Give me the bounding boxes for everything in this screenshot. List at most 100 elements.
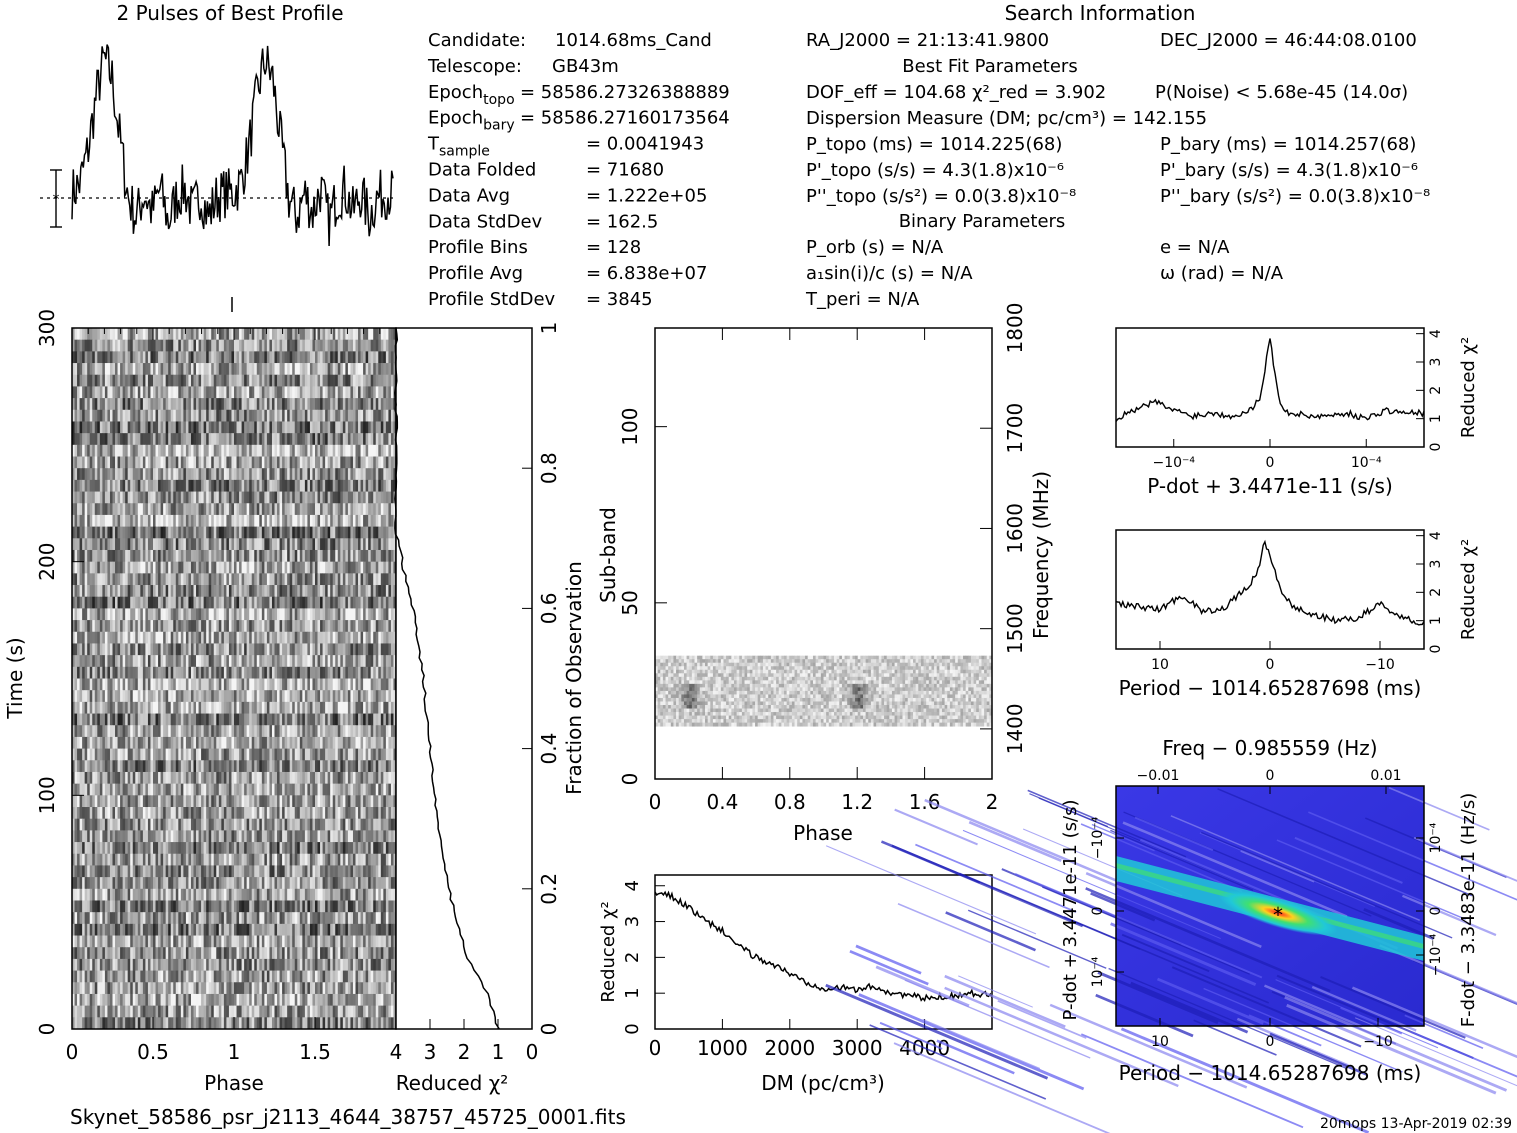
heatmap-cell xyxy=(335,351,339,364)
heatmap-cell xyxy=(264,666,268,679)
heatmap-cell xyxy=(109,678,113,691)
heatmap-cell xyxy=(115,456,118,469)
heatmap-cell xyxy=(170,736,174,749)
heatmap-cell xyxy=(249,725,253,738)
heatmap-cell xyxy=(378,666,382,679)
heatmap-cell xyxy=(160,503,164,516)
heatmap-cell xyxy=(107,409,111,422)
heatmap-cell xyxy=(241,620,245,633)
heatmap-cell xyxy=(289,421,293,434)
heatmap-cell xyxy=(378,643,382,656)
heatmap-cell xyxy=(269,409,273,422)
heatmap-cell xyxy=(147,748,151,761)
heatmap-cell xyxy=(322,328,326,341)
heatmap-cell xyxy=(203,771,207,785)
heatmap-cell xyxy=(352,549,356,563)
heatmap-cell xyxy=(89,620,93,633)
heatmap-cell xyxy=(92,678,96,691)
heatmap-cell xyxy=(223,468,227,481)
heatmap-cell xyxy=(378,760,382,773)
heatmap-cell xyxy=(190,760,194,773)
heatmap-cell xyxy=(160,479,164,492)
heatmap-cell xyxy=(335,690,339,703)
heatmap-cell xyxy=(208,456,212,469)
heatmap-cell xyxy=(175,339,179,352)
heatmap-cell xyxy=(363,503,367,516)
heatmap-cell xyxy=(347,421,351,434)
heatmap-cell xyxy=(165,409,169,422)
heatmap-cell xyxy=(385,725,389,738)
heatmap-cell xyxy=(104,386,108,399)
heatmap-cell xyxy=(239,620,242,633)
heatmap-cell xyxy=(132,760,136,773)
heatmap-cell xyxy=(304,655,308,668)
heatmap-cell xyxy=(190,363,194,376)
heatmap-cell xyxy=(201,479,205,492)
heatmap-cell xyxy=(112,503,116,516)
heatmap-cell xyxy=(185,398,189,411)
heatmap-cell xyxy=(132,433,136,446)
heatmap-cell xyxy=(122,479,126,492)
heatmap-cell xyxy=(193,468,197,481)
heatmap-cell xyxy=(236,328,240,341)
heatmap-cell xyxy=(320,608,323,621)
heatmap-cell xyxy=(160,585,164,598)
heatmap-cell xyxy=(72,596,75,609)
heatmap-cell xyxy=(226,339,230,352)
heatmap-cell xyxy=(259,374,263,387)
heatmap-cell xyxy=(302,421,306,434)
heatmap-cell xyxy=(165,503,169,516)
heatmap-cell xyxy=(236,596,240,609)
heatmap-cell xyxy=(206,468,210,481)
heatmap-cell xyxy=(122,503,126,516)
heatmap-cell xyxy=(89,538,93,551)
heatmap-cell xyxy=(168,479,172,492)
heatmap-cell xyxy=(183,526,187,539)
heatmap-cell xyxy=(335,666,339,679)
heatmap-cell xyxy=(211,573,215,586)
heatmap-cell xyxy=(178,643,182,656)
heatmap-cell xyxy=(87,374,91,387)
heatmap-cell xyxy=(358,538,361,551)
heatmap-cell xyxy=(358,585,361,598)
heatmap-cell xyxy=(94,363,98,376)
heatmap-cell xyxy=(84,678,88,691)
heatmap-cell xyxy=(82,631,86,644)
heatmap-cell xyxy=(107,491,111,504)
heatmap-cell xyxy=(239,374,242,387)
heatmap-cell xyxy=(125,456,129,469)
heatmap-cell xyxy=(94,538,98,551)
heatmap-cell xyxy=(120,514,124,528)
heatmap-cell xyxy=(327,631,331,644)
heatmap-cell xyxy=(241,760,245,773)
heatmap-cell xyxy=(135,596,139,609)
heatmap-cell xyxy=(284,433,288,446)
heatmap-cell xyxy=(218,339,222,352)
search-info-block: RA_J2000 = 21:13:41.9800 DEC_J2000 = 46:… xyxy=(805,30,1430,310)
heatmap-cell xyxy=(150,655,154,668)
heatmap-cell xyxy=(236,538,240,551)
heatmap-cell xyxy=(254,374,258,387)
heatmap-cell xyxy=(352,608,356,621)
heatmap-cell xyxy=(196,444,199,457)
heatmap-cell xyxy=(150,386,154,399)
heatmap-cell xyxy=(107,690,111,703)
heatmap-cell xyxy=(373,631,377,644)
heatmap-cell xyxy=(373,386,377,399)
heatmap-cell xyxy=(142,374,146,387)
heatmap-cell xyxy=(112,701,116,714)
heatmap-cell xyxy=(259,573,263,586)
heatmap-cell xyxy=(99,433,103,446)
heatmap-cell xyxy=(274,538,278,551)
heatmap-cell xyxy=(261,725,265,738)
heatmap-cell xyxy=(84,351,88,364)
heatmap-cell xyxy=(188,549,192,563)
heatmap-cell xyxy=(94,725,98,738)
heatmap-cell xyxy=(259,608,263,621)
heatmap-cell xyxy=(120,736,124,749)
heatmap-cell xyxy=(97,725,101,738)
heatmap-cell xyxy=(302,631,306,644)
heatmap-cell xyxy=(82,608,86,621)
heatmap-cell xyxy=(175,760,179,773)
heatmap-cell xyxy=(307,690,311,703)
